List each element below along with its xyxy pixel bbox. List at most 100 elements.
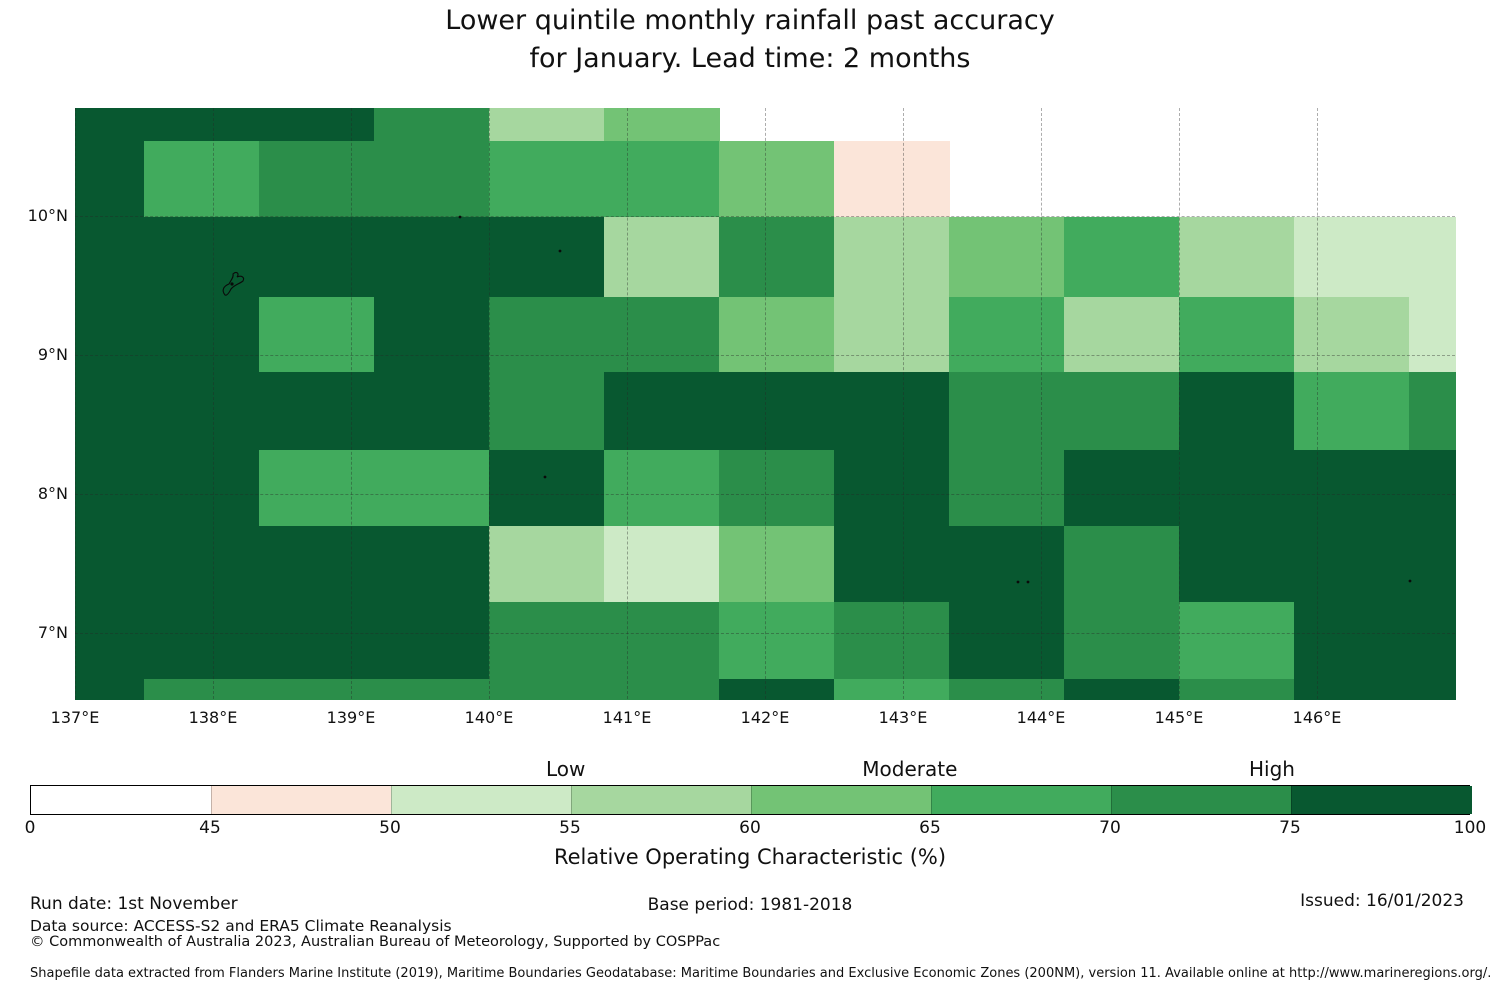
map-plot-area: 137°E 138°E 139°E 140°E 141°E 142°E 143°E 144°E… [27,107,1456,727]
map-cell [604,602,721,680]
colorbar-divider [931,786,932,814]
map-cell [489,678,605,700]
colorbar-segment [751,786,932,814]
map-cell [949,296,1066,373]
colorbar-tick-label: 60 [739,818,761,838]
map-cell [604,217,721,298]
data-source-text: Data source: ACCESS-S2 and ERA5 Climate … [30,917,452,935]
chart-title-line2: for January. Lead time: 2 months [529,43,971,74]
map-cell [949,449,1066,527]
map-cell [75,371,145,451]
colorbar-segment [31,786,212,814]
gridline-vertical [1317,107,1318,700]
x-tick-label: 140°E [464,708,514,727]
map-cell [489,449,605,527]
map-cell [144,371,260,451]
map-cell [75,217,145,298]
colorbar-segment [931,786,1112,814]
shapefile-note-text: Shapefile data extracted from Flanders M… [30,966,1492,981]
map-cell [604,371,721,451]
map-cell [1409,602,1456,680]
map-cell [834,296,950,373]
map-cell [75,678,145,700]
map-cell [1409,525,1456,604]
map-cell [604,296,721,373]
map-cell [1179,217,1295,298]
map-cell [1294,217,1411,298]
map-cell [489,217,605,298]
map-cell [75,296,145,373]
colorbar-tick-label: 45 [199,818,221,838]
colorbar-segment [391,786,572,814]
map-cell [75,602,145,680]
map-cell [604,449,721,527]
map-cell [144,602,260,680]
map-cell [144,449,260,527]
map-cell [489,371,605,451]
map-cell [1179,296,1295,373]
map-cell [719,449,835,527]
chart-title-line1: Lower quintile monthly rainfall past acc… [445,5,1055,36]
colorbar-tick-label: 75 [1279,818,1301,838]
x-tick-label: 143°E [878,708,928,727]
map-cell [834,678,950,700]
map-cell [834,525,950,604]
map-cell [719,371,835,451]
map-cell [1179,602,1295,680]
map-cell [1064,678,1180,700]
map-cell [834,217,950,298]
map-cell [374,217,490,298]
map-cell [1294,678,1411,700]
y-tick-label: 9°N [37,345,68,364]
colorbar-divider [1291,786,1292,814]
colorbar-segment [571,786,752,814]
map-cell [1064,602,1180,680]
map-cell [259,449,376,527]
gridline-horizontal [75,216,1455,217]
map-cell [719,678,835,700]
map-cell [374,449,490,527]
map-cell [1294,371,1411,451]
map-cell [489,525,605,604]
colorbar-tick-label: 100 [1453,818,1487,838]
y-tick-label: 8°N [37,484,68,503]
base-period-text: Base period: 1981-2018 [647,895,853,915]
colorbar-category-label: Moderate [862,757,958,781]
map-cell [949,525,1066,604]
y-tick-label: 7°N [37,623,68,642]
map-cell [489,107,605,142]
map-cell [949,371,1066,451]
map-cell [259,296,376,373]
map-cell [144,296,260,373]
map-cell [75,525,145,604]
colorbar-segment [1111,786,1292,814]
map-cell [144,525,260,604]
map-cell [374,371,490,451]
map-cell [75,107,145,142]
x-tick-label: 142°E [740,708,790,727]
map-cell [1294,449,1411,527]
x-tick-label: 146°E [1292,708,1342,727]
gridline-vertical [765,107,766,700]
map-cell [1294,525,1411,604]
map-cell [1409,217,1456,298]
map-cell [604,107,721,142]
colorbar-tick-label: 70 [1099,818,1121,838]
map-cell [259,140,376,218]
map-cell [834,449,950,527]
map-cell [1179,678,1295,700]
map-cell [1294,602,1411,680]
map-cell [374,140,490,218]
colorbar-divider [1111,786,1112,814]
colorbar-tick-label: 55 [559,818,581,838]
map-cell [1409,371,1456,451]
map-cell [719,296,835,373]
y-tick-label: 10°N [27,206,68,225]
map-cell [144,678,260,700]
issued-date-text: Issued: 16/01/2023 [1300,891,1464,911]
gridline-vertical [351,107,352,700]
map-cell [144,140,260,218]
map-cell [259,217,376,298]
map-cell [1409,296,1456,373]
